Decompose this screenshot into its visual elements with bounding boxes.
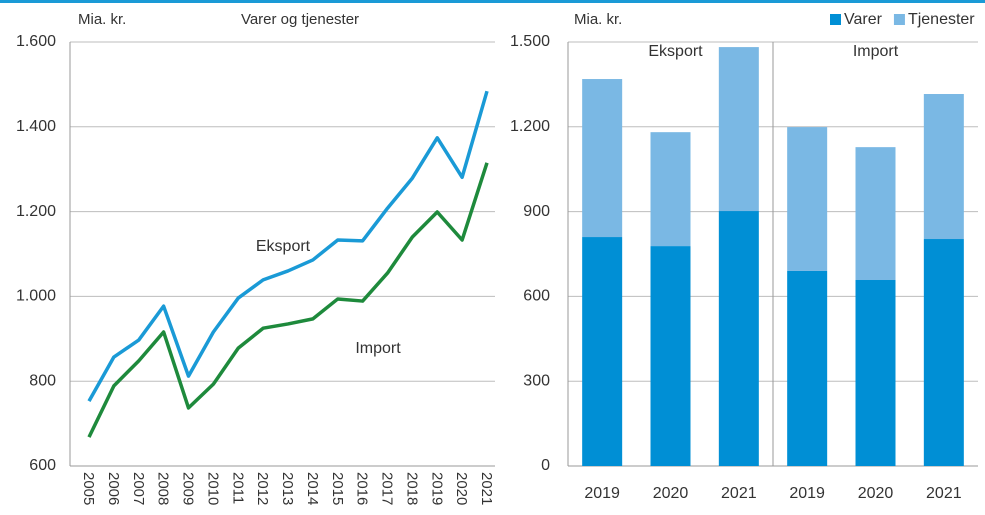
x-tick-label: 2021 [721,485,757,502]
x-tick-label: 2015 [329,472,346,505]
y-tick-label: 800 [29,372,56,389]
chart-title: Varer og tjenester [241,11,359,28]
y-tick-label: 300 [523,372,550,389]
x-tick-label: 2021 [478,472,495,505]
bar-segment [582,79,623,238]
bar-segment [923,239,964,466]
bar-segment [718,211,759,466]
y-tick-label: 1.200 [510,118,550,135]
x-tick-label: 2009 [180,472,197,505]
group-label: Eksport [648,43,703,60]
x-tick-label: 2013 [279,472,296,505]
x-tick-label: 2020 [858,485,894,502]
x-tick-label: 2007 [130,472,147,505]
line-series [87,162,489,438]
x-tick-label: 2014 [304,472,321,505]
bar-segment [923,94,964,240]
x-tick-label: 2019 [584,485,620,502]
x-tick-label: 2018 [403,472,420,505]
x-tick-label: 2005 [80,472,97,505]
x-tick-label: 2011 [229,472,246,504]
x-tick-label: 2012 [254,472,271,505]
bar-segment [582,237,623,466]
x-tick-label: 2021 [926,485,962,502]
y-tick-label: 1.600 [16,33,56,50]
bar-segment [787,270,828,466]
y-tick-label: 1.000 [16,288,56,305]
y-tick-label: 1.200 [16,203,56,220]
x-tick-label: 2008 [155,472,172,505]
y-tick-label: 900 [523,203,550,220]
y-axis-label: Mia. kr. [574,11,622,28]
bar-segment [787,127,828,271]
y-axis-label: Mia. kr. [78,11,126,28]
bar-segment [650,246,691,466]
legend-label: Varer [844,11,883,28]
line-series [87,90,489,402]
bar-segment [855,280,896,466]
y-tick-label: 600 [29,457,56,474]
bar-segment [718,47,759,212]
bar-segment [855,147,896,281]
top-rule [0,0,985,3]
x-tick-label: 2020 [453,472,470,505]
x-tick-label: 2019 [789,485,825,502]
series-label: Import [355,340,401,357]
y-tick-label: 600 [523,288,550,305]
group-label: Import [853,43,899,60]
legend-label: Tjenester [908,11,975,28]
x-tick-label: 2010 [204,472,221,505]
x-tick-label: 2019 [428,472,445,505]
y-tick-label: 1.400 [16,118,56,135]
x-tick-label: 2020 [653,485,689,502]
series-label: Eksport [256,238,311,255]
y-tick-label: 1.500 [510,33,550,50]
legend-swatch [830,14,841,25]
x-tick-label: 2006 [105,472,122,505]
x-tick-label: 2017 [379,472,396,505]
x-tick-label: 2016 [354,472,371,505]
bar-segment [650,132,691,247]
y-tick-label: 0 [541,457,550,474]
legend-swatch [893,14,905,25]
